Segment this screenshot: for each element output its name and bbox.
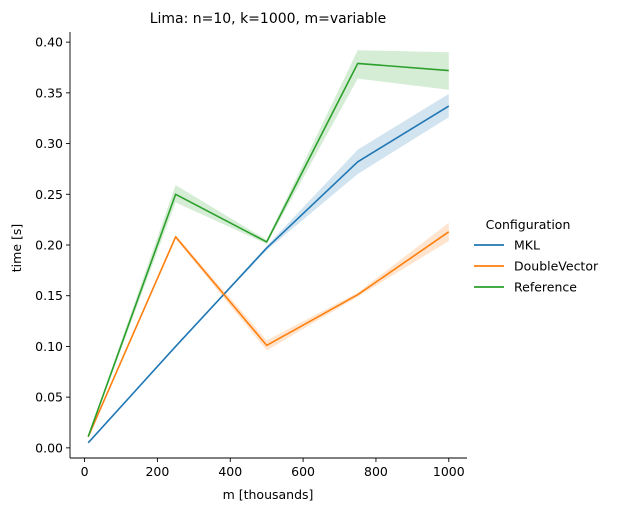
y-tick-label: 0.25 [35, 187, 63, 202]
x-tick-label: 200 [145, 464, 169, 479]
legend-item-2: Reference [514, 280, 577, 295]
y-tick-label: 0.20 [35, 238, 63, 253]
y-axis-label: time [s] [9, 224, 24, 272]
y-tick-label: 0.15 [35, 288, 63, 303]
legend: Configuration MKL DoubleVector Reference [474, 217, 599, 295]
series-band-1 [88, 222, 449, 438]
x-tick-label: 800 [364, 464, 388, 479]
y-tick-label: 0.35 [35, 85, 63, 100]
y-tick-label: 0.30 [35, 136, 63, 151]
legend-item-0: MKL [514, 238, 540, 253]
series-line-0 [87, 105, 450, 444]
series-band-2 [88, 50, 449, 438]
x-tick-label: 400 [218, 464, 242, 479]
x-tick-label: 600 [291, 464, 315, 479]
legend-title: Configuration [486, 217, 571, 232]
y-tick-label: 0.00 [35, 440, 63, 455]
x-tick-label: 1000 [433, 464, 465, 479]
y-tick-label: 0.40 [35, 35, 63, 50]
y-tick-label: 0.05 [35, 390, 63, 405]
x-tick-label: 0 [81, 464, 89, 479]
x-axis-label: m [thousands] [223, 487, 314, 502]
series-line-1 [87, 231, 450, 438]
chart-title: Lima: n=10, k=1000, m=variable [150, 11, 387, 27]
plot-area [87, 50, 450, 444]
legend-item-1: DoubleVector [514, 259, 599, 274]
axes: 0 200 400 600 800 1000 0.00 0.05 0.10 0.15 0.20 0.2… [35, 32, 467, 479]
series-line-2 [87, 62, 449, 437]
y-tick-label: 0.10 [35, 339, 63, 354]
